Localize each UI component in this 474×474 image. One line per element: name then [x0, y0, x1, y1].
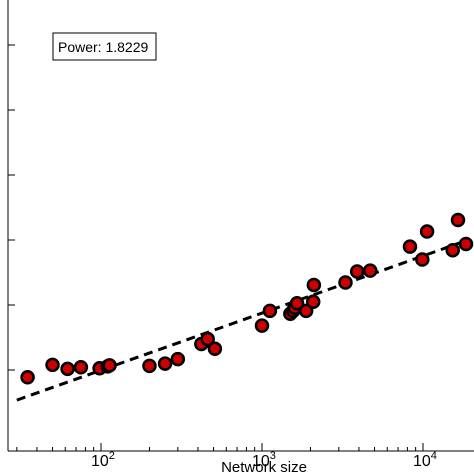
data-points — [20, 212, 474, 385]
data-point-25 — [402, 239, 418, 254]
x-tick-label-1: 103 — [252, 450, 276, 470]
data-point-13 — [254, 318, 270, 333]
x-tick-base-0: 10 — [91, 453, 109, 470]
data-point-21 — [306, 277, 322, 293]
x-tick-label-2: 104 — [413, 450, 437, 470]
x-tick-base-2: 10 — [413, 453, 431, 470]
data-point-14 — [262, 303, 278, 319]
power-annotation: Power: 1.8229 — [58, 39, 148, 55]
data-point-18 — [289, 296, 305, 311]
x-tick-exp-1: 3 — [270, 450, 276, 462]
data-point-20 — [305, 294, 321, 310]
data-point-19 — [298, 303, 314, 319]
data-point-28 — [445, 243, 460, 258]
x-axis-label: Network size — [221, 459, 307, 474]
legend-frame — [52, 32, 157, 61]
data-point-12 — [207, 341, 223, 356]
data-point-29 — [450, 212, 466, 228]
power-law-fit-line — [16, 238, 469, 402]
fit-line-group — [16, 238, 469, 402]
x-tick-base-1: 10 — [252, 453, 270, 470]
data-point-24 — [362, 263, 378, 278]
data-point-26 — [415, 252, 430, 267]
x-tick-exp-0: 2 — [109, 450, 115, 462]
data-point-23 — [349, 264, 365, 279]
data-point-8 — [157, 356, 173, 371]
data-point-30 — [458, 236, 474, 252]
data-point-0 — [20, 370, 35, 385]
x-tick-exp-2: 4 — [431, 450, 437, 462]
data-point-2 — [60, 361, 75, 377]
data-point-11 — [200, 331, 215, 347]
data-point-1 — [45, 357, 60, 373]
data-point-6 — [102, 358, 117, 373]
data-point-9 — [170, 351, 186, 367]
data-point-22 — [338, 275, 353, 290]
axes: 102 103 104 — [7, 0, 474, 470]
legend-box: Power: 1.8229 — [52, 32, 157, 61]
data-point-7 — [142, 358, 157, 374]
x-tick-label-0: 102 — [91, 450, 115, 470]
data-point-3 — [73, 360, 89, 375]
data-point-27 — [419, 224, 435, 239]
